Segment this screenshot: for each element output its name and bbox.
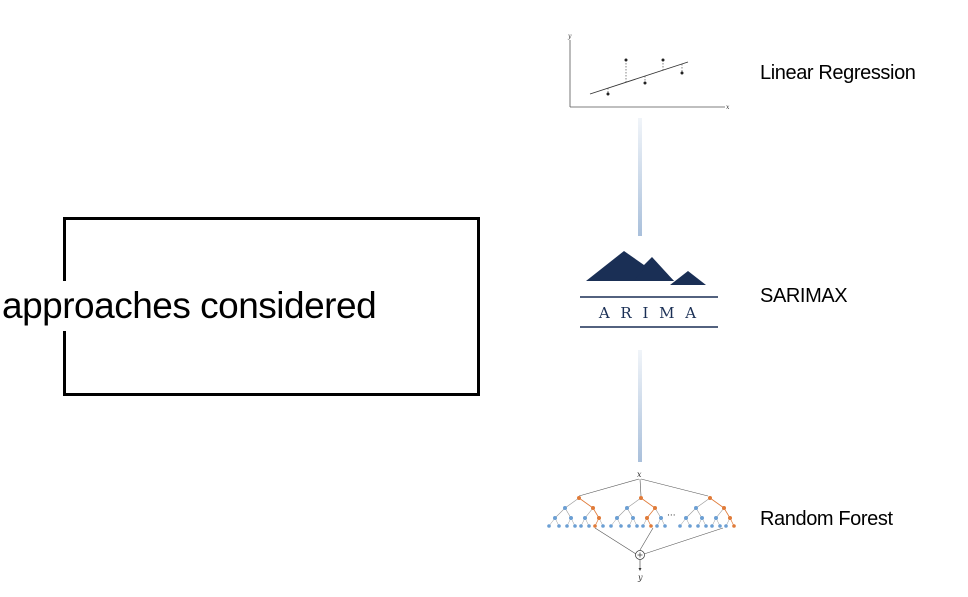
approach-label-linear-regression: Linear Regression: [760, 62, 916, 84]
svg-text:x: x: [726, 104, 730, 111]
connector-line-1: [638, 118, 642, 236]
connector-line-2: [638, 350, 642, 462]
approach-label-random-forest: Random Forest: [760, 508, 893, 530]
svg-text:x: x: [637, 470, 642, 479]
svg-text:y: y: [637, 573, 643, 582]
decision-tree-1-icon: [547, 496, 605, 528]
decision-tree-3-icon: [678, 496, 736, 528]
arima-logo-text: A R I M A: [598, 304, 699, 322]
random-forest-diagram-icon: x: [547, 470, 736, 582]
linear-regression-plot-icon: y x: [567, 33, 730, 111]
arima-logo-icon: A R I M A: [580, 251, 718, 328]
svg-text:y: y: [567, 33, 572, 40]
diagram-title: approaches considered: [0, 281, 383, 331]
approach-label-sarimax: SARIMAX: [760, 285, 848, 307]
decision-tree-2-icon: [609, 496, 667, 528]
svg-text:···: ···: [667, 511, 676, 521]
